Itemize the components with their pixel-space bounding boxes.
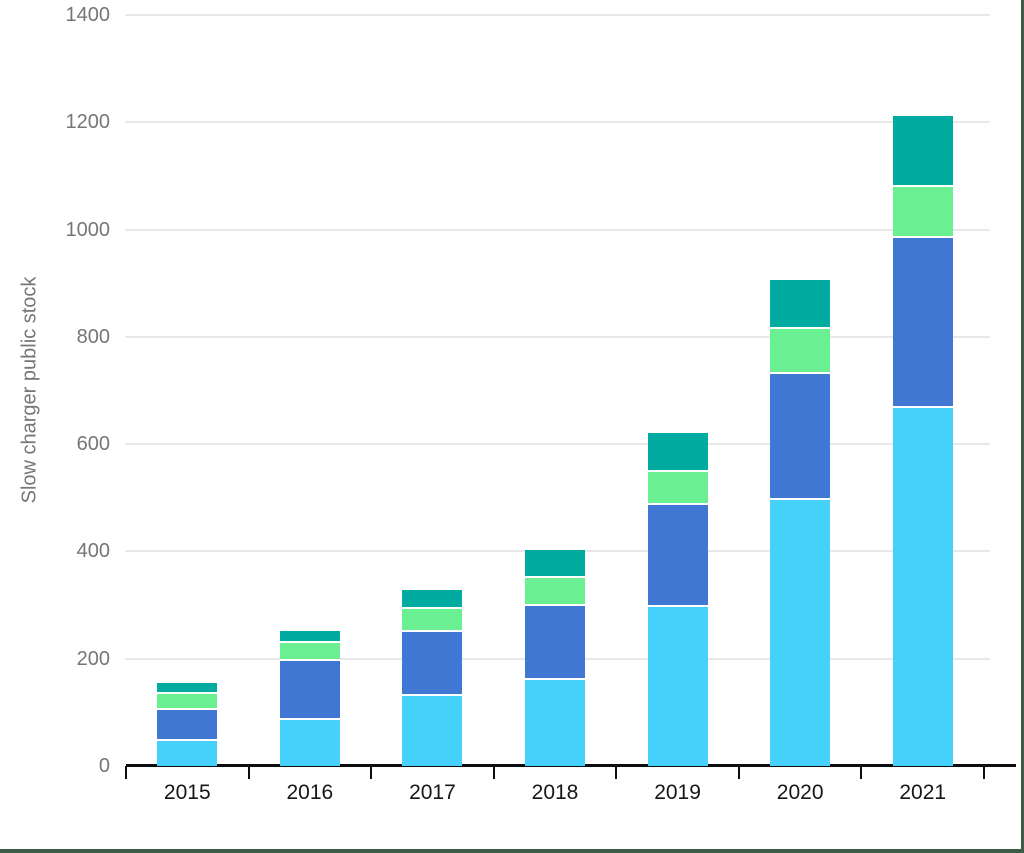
bar-segment-teal-top-segment bbox=[770, 280, 831, 330]
bar-segment-blue-segment bbox=[525, 606, 585, 681]
gridline bbox=[125, 14, 990, 16]
page-border-right bbox=[1021, 0, 1024, 853]
bar bbox=[279, 15, 340, 766]
bar-segment-green-segment bbox=[647, 471, 708, 505]
bar bbox=[770, 15, 831, 766]
gridline bbox=[125, 335, 990, 338]
bar-segment-blue-segment bbox=[402, 631, 463, 697]
gridline bbox=[125, 443, 990, 446]
gridline bbox=[125, 121, 990, 124]
y-tick-label: 0 bbox=[98, 755, 110, 777]
x-tick-label: 2017 bbox=[409, 781, 456, 804]
bar-segment-teal-top-segment bbox=[402, 590, 463, 610]
bar-segment-green-segment bbox=[402, 609, 463, 632]
bar-segment-blue-segment bbox=[157, 709, 218, 742]
bar-segment-blue-segment bbox=[892, 238, 953, 408]
x-tick-label: 2015 bbox=[163, 781, 211, 804]
x-tick-label: 2019 bbox=[654, 781, 701, 804]
y-tick-label: 1200 bbox=[65, 111, 111, 134]
y-tick-label: 1000 bbox=[65, 218, 111, 241]
x-tick-label: 2018 bbox=[531, 781, 579, 804]
y-tick-label: 800 bbox=[76, 325, 110, 348]
bar-segment-green-segment bbox=[279, 642, 340, 661]
bar-segment-green-segment bbox=[525, 578, 585, 607]
page-border-bottom bbox=[0, 849, 1024, 853]
bar-segment-teal-top-segment bbox=[157, 683, 218, 694]
axis-tick bbox=[983, 766, 985, 779]
bar-segment-blue-segment bbox=[647, 504, 708, 607]
bar-segment-green-segment bbox=[157, 693, 218, 710]
y-tick-label: 200 bbox=[76, 647, 110, 670]
bar-segment-teal-top-segment bbox=[647, 432, 708, 472]
axis-tick bbox=[125, 766, 127, 779]
axis-tick bbox=[737, 766, 740, 779]
axis-tick bbox=[370, 766, 373, 779]
bar-segment-light-blue-bottom-segment bbox=[647, 606, 708, 766]
axis-tick bbox=[615, 766, 618, 779]
x-tick-label: 2020 bbox=[776, 781, 824, 804]
bar-segment-light-blue-bottom-segment bbox=[157, 741, 218, 766]
gridline bbox=[125, 228, 990, 231]
bar-segment-teal-top-segment bbox=[525, 550, 585, 579]
axis-tick bbox=[247, 766, 250, 779]
bar bbox=[892, 15, 953, 766]
bar-segment-green-segment bbox=[892, 186, 953, 239]
bar bbox=[647, 15, 708, 766]
bar-segment-blue-segment bbox=[279, 660, 340, 720]
y-tick-label: 1400 bbox=[65, 4, 111, 26]
x-tick-label: 2021 bbox=[899, 781, 947, 804]
bar-segment-light-blue-bottom-segment bbox=[770, 499, 831, 766]
bar-segment-light-blue-bottom-segment bbox=[402, 696, 463, 766]
bar-segment-light-blue-bottom-segment bbox=[525, 680, 585, 766]
bar-segment-green-segment bbox=[770, 329, 831, 374]
bar-segment-teal-top-segment bbox=[279, 630, 340, 643]
axis-tick bbox=[860, 766, 863, 779]
axis-tick bbox=[492, 766, 495, 779]
bar-segment-blue-segment bbox=[770, 373, 831, 500]
bar bbox=[157, 15, 218, 766]
bar-segment-teal-top-segment bbox=[892, 115, 953, 187]
y-tick-label: 600 bbox=[76, 433, 110, 456]
y-tick-label: 400 bbox=[76, 540, 110, 563]
bar-segment-light-blue-bottom-segment bbox=[892, 407, 953, 766]
bar bbox=[525, 15, 585, 766]
y-axis-title: Slow charger public stock bbox=[18, 276, 41, 504]
bar bbox=[402, 15, 463, 766]
x-tick-label: 2016 bbox=[286, 781, 334, 804]
bar-segment-light-blue-bottom-segment bbox=[279, 719, 340, 766]
